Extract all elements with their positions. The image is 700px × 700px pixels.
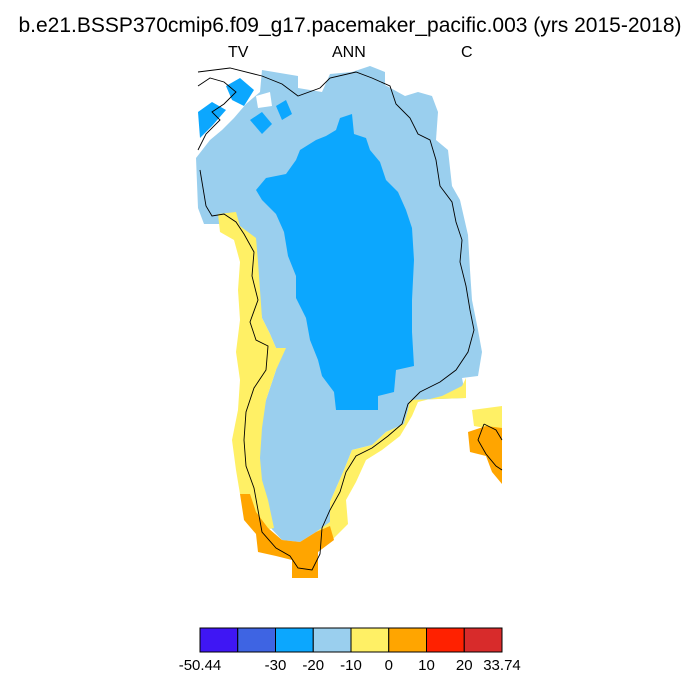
colorbar-box [275, 627, 314, 653]
map-title: b.e21.BSSP370cmip6.f09_g17.pacemaker_pac… [18, 14, 682, 37]
units-label: C [461, 44, 473, 61]
coastline-nw [197, 77, 237, 151]
colorbar-box [350, 627, 390, 653]
colorbar-label: -30 [265, 657, 287, 674]
colorbar-label: 33.74 [483, 657, 521, 674]
region-se-island-orange [468, 426, 502, 484]
region-se-island-yellow [472, 406, 502, 430]
colorbar-box [426, 627, 465, 653]
region-medium-blue [256, 114, 414, 410]
colorbar-box [388, 627, 427, 653]
region-nw-gap [256, 92, 272, 108]
colorbar-boxes [199, 627, 503, 653]
coastline-se-island [477, 423, 503, 471]
region-nw-blue-4 [276, 100, 292, 120]
colorbar-box [312, 627, 352, 653]
colorbar-label: -10 [340, 657, 362, 674]
colorbar-box [237, 627, 276, 653]
region-nw-blue-2 [226, 78, 254, 106]
colorbar-labels: -50.44 -30 -20 -10 0 10 20 33.74 [179, 657, 521, 674]
colorbar-label: 0 [385, 657, 393, 674]
colorbar-label: -50.44 [179, 657, 222, 674]
colorbar-label: 10 [418, 657, 435, 674]
variable-label: TV [228, 44, 249, 61]
period-label: ANN [332, 44, 366, 61]
colorbar-label: -20 [302, 657, 324, 674]
colorbar-box [463, 627, 503, 653]
region-yellow-west [218, 212, 286, 530]
colorbar-box [199, 627, 239, 653]
region-orange-south [240, 494, 334, 578]
region-nw-blue-3 [250, 112, 272, 134]
colorbar-label: 20 [456, 657, 473, 674]
coastline [197, 67, 475, 571]
region-nw-blue-1 [198, 102, 226, 138]
